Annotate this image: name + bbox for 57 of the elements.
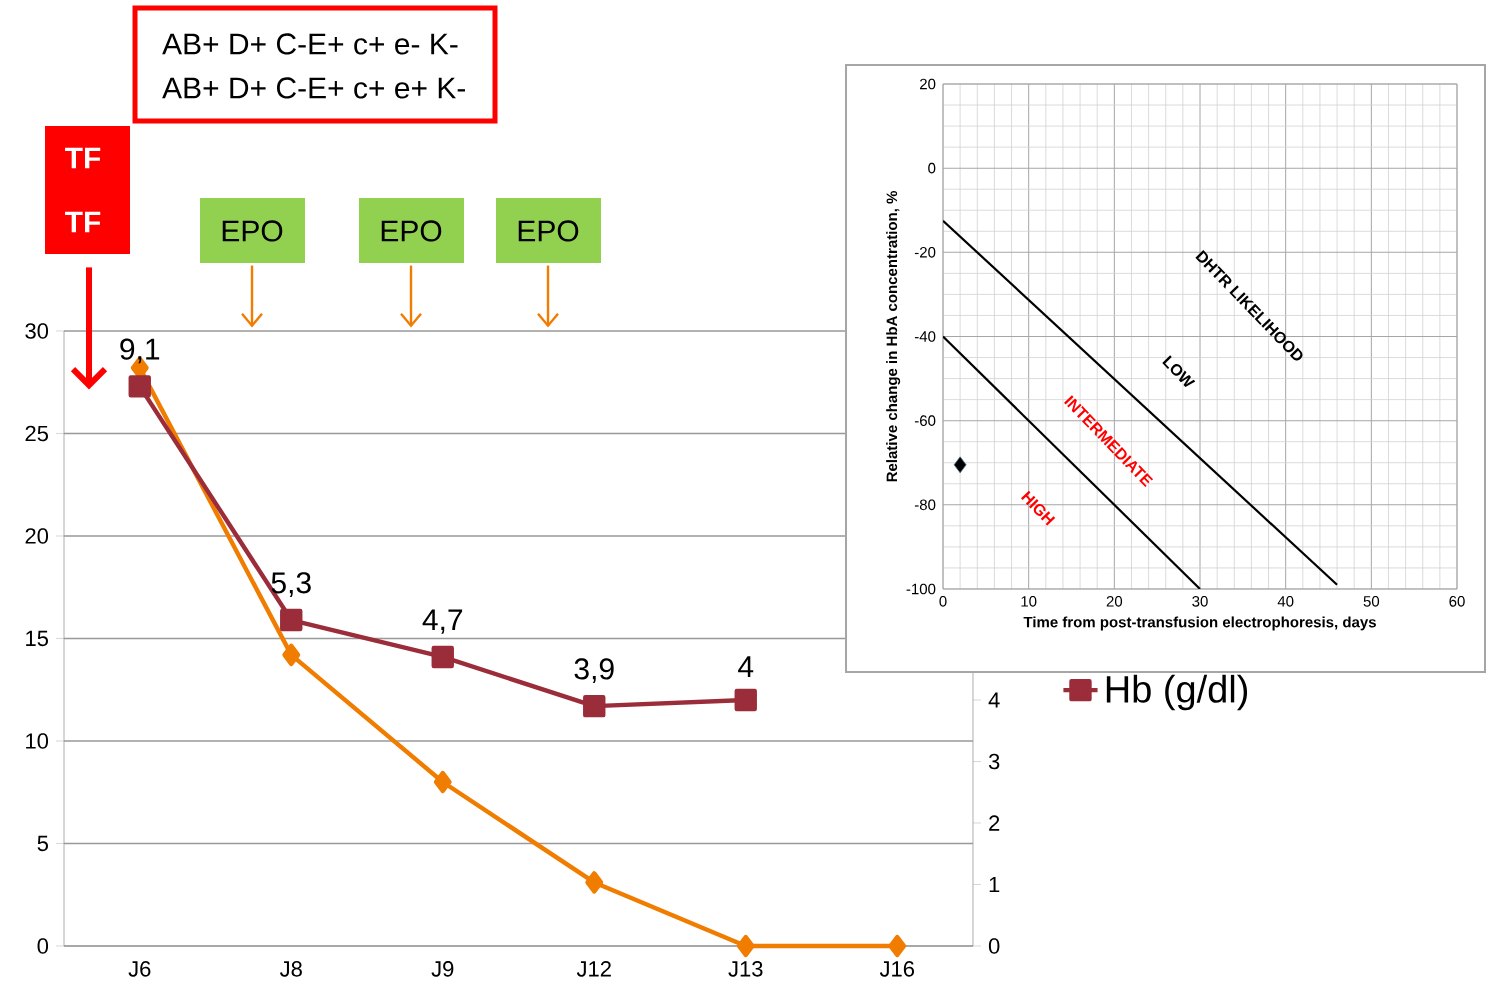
y-tick-label: -60 [914, 415, 936, 426]
data-label: 9,1 [120, 338, 160, 364]
y2-tick-label: 1 [989, 876, 1000, 893]
x-tick-label: J6 [128, 961, 151, 977]
y-tick-label: 20 [920, 78, 936, 90]
point [888, 934, 907, 958]
y-tick-label: 25 [25, 425, 48, 442]
text: TF [65, 147, 101, 169]
y-tick-label: 10 [26, 733, 49, 749]
y-axis-title: Relative change in HbA concentration, % [886, 191, 901, 482]
y-tick-label: 0 [37, 938, 49, 954]
text: EPO [381, 220, 442, 242]
y-tick-label: 5 [37, 835, 48, 852]
y-tick-label: -40 [914, 331, 936, 342]
text: EPO [222, 220, 283, 242]
x-tick-label: J13 [728, 961, 763, 977]
x-tick-label: 40 [1277, 596, 1294, 607]
text: AB+ D+ C-E+ c+ e+ K- [162, 77, 466, 99]
x-tick-label: J16 [879, 961, 915, 977]
x-tick-label: 0 [939, 596, 947, 607]
point [128, 375, 151, 398]
x-axis-title: Time from post-transfusion electrophoresis, days [1023, 616, 1376, 631]
text: TF [65, 211, 101, 233]
y-tick-label: 30 [25, 323, 49, 339]
point [583, 694, 606, 718]
y-tick-label: -20 [914, 247, 936, 258]
text: AB+ D+ C-E+ c+ e- K- [162, 33, 458, 55]
point [736, 934, 755, 958]
text: EPO [518, 220, 579, 242]
x-tick-label: J9 [431, 961, 454, 977]
x-tick-label: 30 [1192, 596, 1208, 607]
y2-tick-label: 4 [988, 692, 1000, 708]
point [433, 770, 452, 794]
point [585, 871, 604, 894]
legend-label: Hb (g/dl) [1106, 674, 1248, 711]
point [431, 645, 454, 669]
point [282, 643, 301, 667]
y-tick-label: 20 [25, 528, 49, 544]
point [280, 608, 303, 632]
x-tick-label: 10 [1021, 596, 1037, 607]
x-tick-label: J8 [279, 961, 302, 977]
point [734, 688, 757, 712]
y2-tick-label: 0 [988, 938, 1000, 954]
y2-tick-label: 3 [988, 753, 1000, 770]
x-tick-label: J12 [576, 961, 611, 977]
data-label: 4 [738, 656, 754, 677]
data-label: 5,3 [271, 572, 311, 597]
y-tick-label: -100 [906, 583, 936, 595]
y-tick-label: -80 [914, 499, 936, 511]
x-tick-label: 20 [1106, 596, 1123, 607]
y2-tick-label: 2 [989, 815, 1000, 831]
data-label: 4,7 [422, 609, 463, 634]
y-tick-label: 15 [26, 630, 48, 647]
x-tick-label: 50 [1363, 596, 1380, 607]
y-tick-label: 0 [928, 162, 936, 174]
x-tick-label: 60 [1449, 596, 1465, 607]
data-label: 3,9 [574, 658, 614, 684]
